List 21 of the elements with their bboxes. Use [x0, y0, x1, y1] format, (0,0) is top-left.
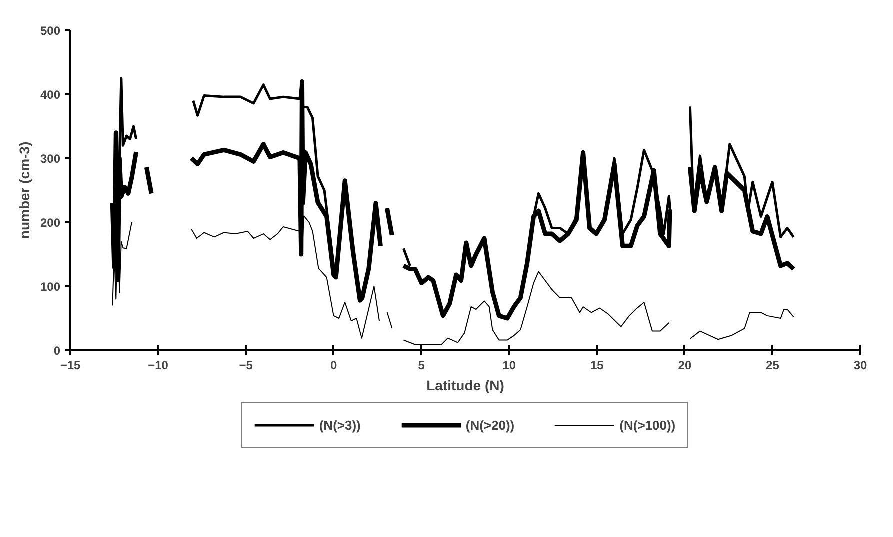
- x-axis-title: Latitude (N): [426, 378, 504, 394]
- x-tick-label: 20: [678, 358, 692, 372]
- x-tick-label: −15: [60, 358, 82, 372]
- legend-label: (N(>100)): [620, 418, 676, 432]
- y-tick-label: 200: [40, 216, 61, 230]
- x-tick-label: 10: [502, 358, 516, 372]
- x-tick-label: 30: [854, 358, 868, 372]
- x-tick-label: 5: [418, 358, 426, 372]
- y-axis-title: number (cm-3): [16, 142, 32, 240]
- x-tick-label: 15: [590, 358, 604, 372]
- y-tick-label: 0: [54, 344, 61, 358]
- y-tick-label: 100: [40, 280, 61, 294]
- legend-label: (N(>3)): [319, 418, 361, 432]
- x-tick-label: 25: [766, 358, 780, 372]
- y-tick-label: 400: [40, 88, 61, 102]
- x-tick-label: −10: [148, 358, 169, 372]
- y-tick-label: 300: [40, 152, 61, 166]
- x-tick-label: −5: [239, 358, 254, 372]
- x-tick-label: 0: [330, 358, 338, 372]
- legend-label: (N(>20)): [466, 418, 515, 432]
- y-tick-label: 500: [40, 24, 61, 38]
